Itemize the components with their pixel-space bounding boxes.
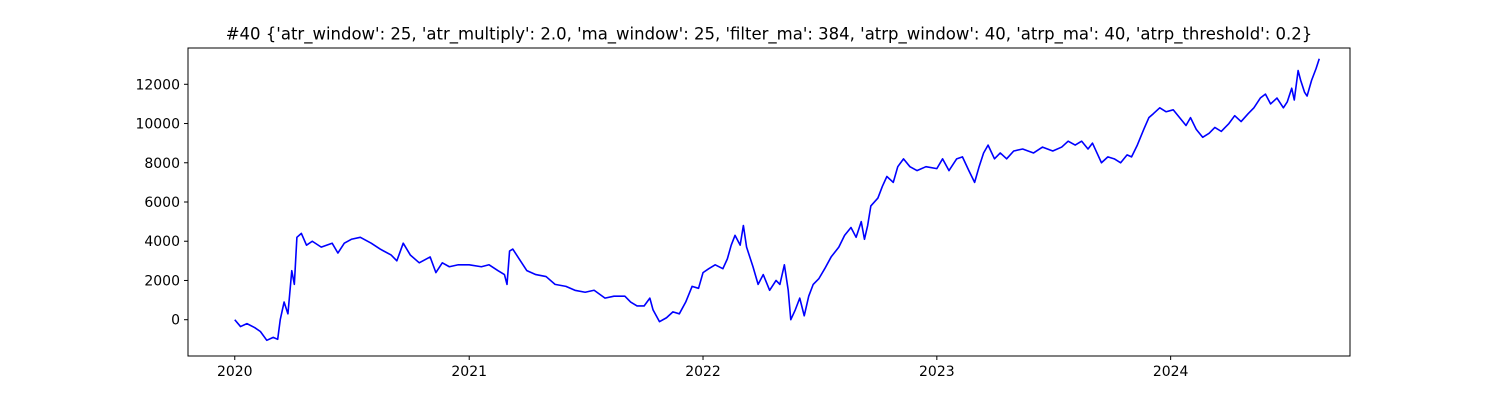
x-tick-label: 2021 (451, 364, 487, 380)
series-line-0 (234, 58, 1321, 342)
y-tick-label: 0 (171, 313, 180, 329)
y-tick-label: 12000 (135, 77, 180, 93)
y-tick-label: 4000 (144, 234, 180, 250)
y-tick-label: 2000 (144, 273, 180, 289)
x-tick-label: 2022 (685, 364, 721, 380)
x-tick-label: 2020 (217, 364, 253, 380)
y-tick-label: 10000 (135, 117, 180, 133)
y-tick-label: 8000 (144, 156, 180, 172)
plot-frame (187, 47, 1351, 357)
chart-title: #40 {'atr_window': 25, 'atr_multiply': 2… (226, 25, 1313, 45)
x-axis: 2020 2021 2022 2023 2024 (217, 356, 1189, 380)
y-axis: 0 2000 4000 6000 8000 10000 12000 (135, 77, 188, 329)
y-tick-label: 6000 (144, 195, 180, 211)
series-layer (234, 58, 1321, 342)
x-tick-label: 2024 (1153, 364, 1189, 380)
x-tick-label: 2023 (919, 364, 955, 380)
